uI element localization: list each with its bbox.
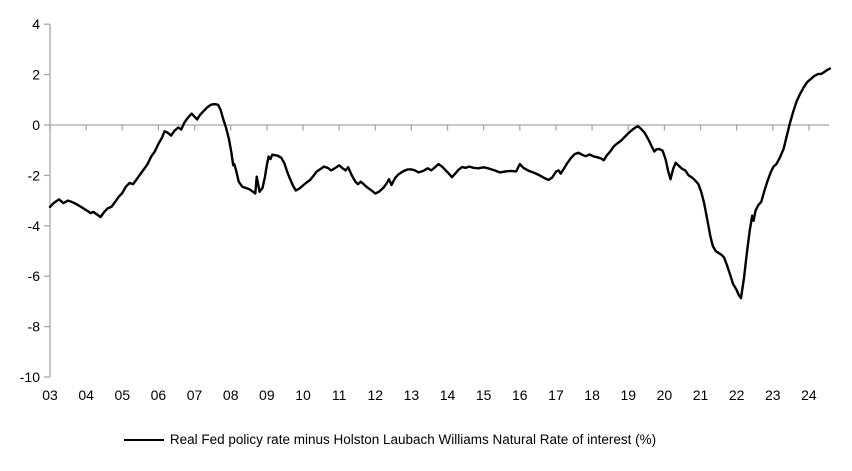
x-axis-label: 22: [729, 387, 745, 403]
legend-label: Real Fed policy rate minus Holston Lauba…: [169, 432, 657, 447]
x-axis-label: 13: [404, 387, 420, 403]
x-axis-label: 20: [657, 387, 673, 403]
y-axis-label: -10: [20, 369, 40, 385]
y-axis-label: 4: [32, 16, 40, 32]
x-axis-label: 07: [187, 387, 203, 403]
x-axis-label: 23: [765, 387, 781, 403]
series-group: [48, 67, 832, 300]
x-axis-label: 05: [114, 387, 130, 403]
x-axis-label: 08: [223, 387, 239, 403]
x-axis-label: 14: [440, 387, 456, 403]
y-axis-label: -8: [28, 319, 41, 335]
x-axis-label: 11: [332, 387, 347, 403]
x-axis-label: 06: [151, 387, 167, 403]
series-line: [48, 67, 832, 300]
x-axis-label: 24: [801, 387, 817, 403]
y-axis-label: -4: [28, 218, 41, 234]
x-axis-label: 03: [42, 387, 58, 403]
x-axis-label: 12: [367, 387, 383, 403]
x-axis-label: 17: [548, 387, 564, 403]
x-axis-label: 16: [512, 387, 528, 403]
x-axis-label: 19: [620, 387, 636, 403]
legend-line-swatch: [123, 438, 164, 441]
y-axis-label: -6: [28, 268, 41, 284]
y-axis: [44, 23, 51, 378]
y-axis-label: 2: [32, 67, 40, 83]
x-axis-label: 18: [584, 387, 600, 403]
x-axis-ticks: [49, 125, 810, 131]
y-axis-label: 0: [32, 117, 40, 133]
chart-canvas: 420-2-4-6-8-10 03 04 05 06 07 08 09 10 11 12 13 14 1…: [20, 16, 832, 403]
x-axis-label: 21: [693, 387, 709, 403]
x-axis-labels: 03 04 05 06 07 08 09 10 11 12 13 14 15 16 17 18 19 20 21 22…: [42, 387, 817, 403]
y-axis-labels: 4 2 0 -2 -4 -6 -8 -10: [20, 16, 40, 385]
x-axis-label: 10: [295, 387, 311, 403]
x-axis-label: 04: [78, 387, 94, 403]
legend: Real Fed policy rate minus Holston Lauba…: [0, 432, 816, 447]
x-axis-label: 09: [259, 387, 275, 403]
y-axis-label: -2: [28, 167, 41, 183]
x-axis-label: 15: [476, 387, 492, 403]
